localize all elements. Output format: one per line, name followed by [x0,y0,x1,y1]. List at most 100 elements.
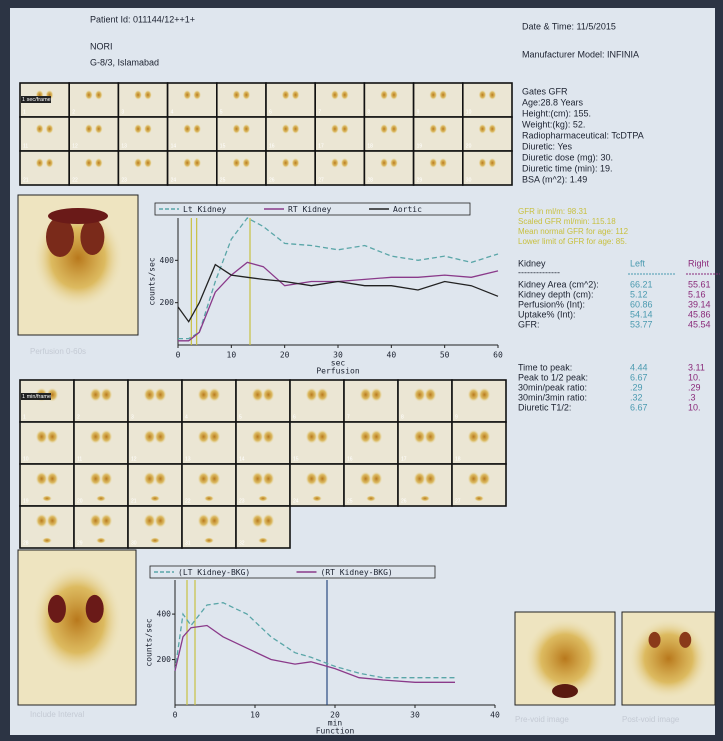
kidney-blob [134,90,142,100]
kidney-blob [424,388,436,402]
table-value: 5.16 [688,289,706,299]
kidney-blob [478,158,486,168]
kidney-blob [306,472,318,486]
legend-label: (LT Kidney-BKG) [178,568,250,577]
y-tick-label: 200 [157,655,172,664]
bladder-blob [312,495,322,501]
table-value: 66.21 [630,279,653,289]
frame-number: 4 [185,414,188,420]
kidney-blob [488,158,496,168]
kidney-blob [424,430,436,444]
table-label: Perfusion% (Int): [518,299,585,309]
frame-number: 30 [131,540,137,546]
frame-number: 10 [466,109,472,115]
kidney-blob [468,472,480,486]
kidney-blob [36,158,44,168]
frame-label: 1 sec/frame [22,97,51,103]
kidney-blob [390,90,398,100]
kidney-blob [306,430,318,444]
frame-number: 9 [455,414,458,420]
bladder-blob [258,537,268,543]
frame-number: 20 [77,498,83,504]
x-tick-label: 60 [493,351,503,360]
kidney-blob [144,514,156,528]
kidney-blob [183,158,191,168]
kidney-blob [183,90,191,100]
kidney-blob [232,124,240,134]
kidney-blob [144,124,152,134]
table-value: 54.14 [630,309,653,319]
frame-number: 8 [367,109,370,115]
kidney-blob [316,388,328,402]
scan-blob [80,219,104,255]
frame-number: 22 [72,177,78,183]
frame-number: 16 [347,456,353,462]
image-caption: Include Interval [30,710,84,719]
frame-number: 23 [121,177,127,183]
kidney-blob [252,388,264,402]
kidney-blob [154,514,166,528]
patient-id: Patient Id: 011144/12++1+ [90,14,195,24]
kidney-blob [134,124,142,134]
kidney-blob [144,90,152,100]
x-tick-label: 10 [227,351,237,360]
frame-number: 15 [220,143,226,149]
kidney-blob [208,472,220,486]
kidney-blob [390,158,398,168]
kidney-blob [478,90,486,100]
kidney-blob [198,388,210,402]
kidney-blob [242,90,250,100]
kidney-blob [46,124,54,134]
patient-info: Age:28.8 Years [522,97,584,107]
kidney-blob [198,430,210,444]
kidney-blob [282,90,290,100]
frame-number: 7 [318,109,321,115]
frame-number: 24 [293,498,299,504]
kidney-blob [478,430,490,444]
patient-info: BSA (m^2): 1.49 [522,174,587,184]
table-value: 45.86 [688,309,711,319]
x-tick-label: 50 [440,351,450,360]
kidney-blob [429,124,437,134]
patient-info: Radiopharmaceutical: TcDTPA [522,130,644,140]
frame [452,380,506,422]
date-time: Date & Time: 11/5/2015 [522,21,616,31]
kidney-blob [144,388,156,402]
table-value: 10. [688,402,701,412]
legend-label: Lt Kidney [183,205,227,214]
frame-number: 24 [171,177,177,183]
kidney-blob [154,472,166,486]
kidney-blob [390,124,398,134]
table-label: Time to peak: [518,362,572,372]
frame-number: 17 [401,456,407,462]
frame-number: 26 [269,177,275,183]
patient-name: NORI [90,41,113,51]
frame-number: 29 [417,177,423,183]
frame-number: 10 [23,456,29,462]
x-tick-label: 0 [176,351,181,360]
kidney-blob [198,472,210,486]
table-value: 6.67 [630,372,648,382]
table-value: .29 [688,382,701,392]
kidney-blob [292,124,300,134]
x-tick-label: 0 [173,711,178,720]
table-label: Uptake% (Int): [518,309,576,319]
kidney-blob [100,514,112,528]
kidney-blob [488,90,496,100]
kidney-blob [360,472,372,486]
kidney-blob [282,124,290,134]
frame-number: 15 [293,456,299,462]
bladder-blob [420,495,430,501]
frame-number: 25 [347,498,353,504]
kidney-blob [370,430,382,444]
kidney-blob [85,124,93,134]
kidney-blob [154,430,166,444]
y-axis-label: counts/sec [148,257,157,305]
scan-blob [649,632,661,648]
kidney-blob [341,158,349,168]
kidney-blob [316,472,328,486]
x-tick-label: 40 [387,351,397,360]
kidney-blob [370,388,382,402]
kidney-blob [208,430,220,444]
table-value: 10. [688,372,701,382]
